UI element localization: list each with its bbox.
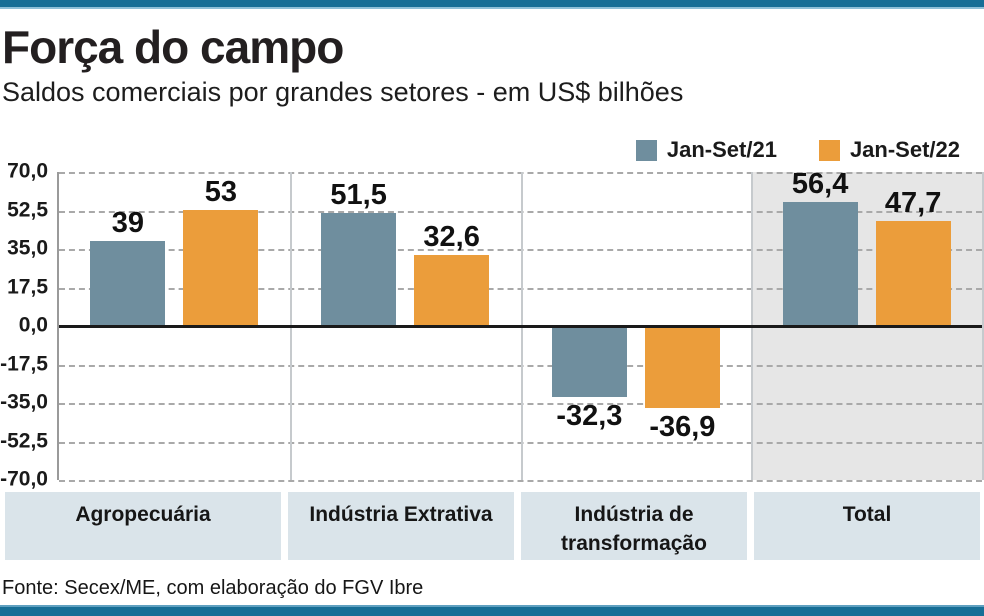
legend-swatch	[818, 139, 840, 161]
bar-value-label: 51,5	[330, 179, 387, 212]
zero-line	[59, 325, 982, 329]
page-subtitle: Saldos comerciais por grandes setores - …	[2, 77, 684, 107]
page-title: Força do campo	[2, 21, 344, 73]
y-axis: 70,0 52,5 35,0 17,5 0,0 -17,5 -35,0 -52,5 -70,0	[0, 160, 57, 491]
plot-area: 39 53 51,5 32,6 -32,3 -36,9 56,4 47,7	[57, 170, 984, 483]
category-label: Indústria Extrativa	[288, 492, 514, 561]
legend-item-jan-set-22: Jan-Set/22	[818, 137, 960, 163]
bar-slot: 32,6	[414, 172, 490, 480]
bar-jan-set-21: -32,3	[551, 326, 627, 431]
bar-jan-set-21: 39	[90, 208, 166, 327]
category-label: Total	[754, 492, 980, 561]
gridline	[59, 480, 982, 483]
bar-slot: -36,9	[644, 172, 720, 480]
legend-label: Jan-Set/21	[666, 137, 777, 163]
bar-slot: 39	[90, 172, 166, 480]
bar-jan-set-22: 53	[183, 177, 259, 327]
bottom-brand-bar	[0, 605, 984, 616]
top-brand-bar	[0, 0, 984, 9]
bar-group: 39 53	[59, 172, 290, 480]
bar-group: 51,5 32,6	[290, 172, 521, 480]
bar-jan-set-21: 51,5	[321, 181, 397, 327]
category-labels: Agropecuária Indústria Extrativa Indústria…	[0, 492, 984, 561]
bar-value-label: 53	[204, 175, 238, 208]
legend-swatch	[635, 139, 657, 161]
category-label: Agropecuária	[5, 492, 281, 561]
bar-slot: 53	[183, 172, 259, 480]
bar-slot: 51,5	[321, 172, 397, 480]
bar-jan-set-22: -36,9	[644, 326, 720, 441]
bar-value-label: 39	[111, 206, 145, 239]
bar-group: -32,3 -36,9	[521, 172, 752, 480]
bar-value-label: 47,7	[884, 187, 942, 220]
bar-chart: 70,0 52,5 35,0 17,5 0,0 -17,5 -35,0 -52,5 -70,0 …	[0, 160, 984, 491]
bar-slot: 56,4	[782, 170, 858, 480]
legend-item-jan-set-21: Jan-Set/21	[635, 137, 777, 163]
bar-value-label: -36,9	[649, 410, 716, 443]
bar-group: 56,4 47,7	[751, 170, 982, 480]
source-note: Fonte: Secex/ME, com elaboração do FGV I…	[2, 577, 424, 600]
y-tick-label: 17,5	[7, 275, 48, 299]
bar-jan-set-21: 56,4	[782, 170, 858, 327]
bar-slot: 47,7	[875, 172, 951, 480]
y-tick-label: 35,0	[7, 236, 48, 260]
y-tick-label: 0,0	[18, 313, 48, 337]
bar-value-label: -32,3	[556, 400, 623, 433]
y-tick-label: -17,5	[0, 352, 48, 376]
y-tick-label: -52,5	[0, 429, 48, 453]
y-tick-label: 70,0	[7, 159, 48, 183]
category-label: Indústria de transformação	[521, 492, 747, 561]
legend: Jan-Set/21 Jan-Set/22	[0, 137, 984, 163]
y-tick-label: -70,0	[0, 467, 48, 491]
y-tick-label: 52,5	[7, 198, 48, 222]
bar-jan-set-22: 47,7	[875, 189, 951, 327]
y-tick-label: -35,0	[0, 390, 48, 414]
bar-jan-set-22: 32,6	[414, 222, 490, 327]
bar-groups: 39 53 51,5 32,6 -32,3 -36,9 56,4 47,7	[59, 170, 982, 480]
legend-label: Jan-Set/22	[849, 137, 960, 163]
bar-value-label: 32,6	[423, 220, 480, 253]
bar-slot: -32,3	[551, 172, 627, 480]
bar-value-label: 56,4	[791, 168, 849, 201]
